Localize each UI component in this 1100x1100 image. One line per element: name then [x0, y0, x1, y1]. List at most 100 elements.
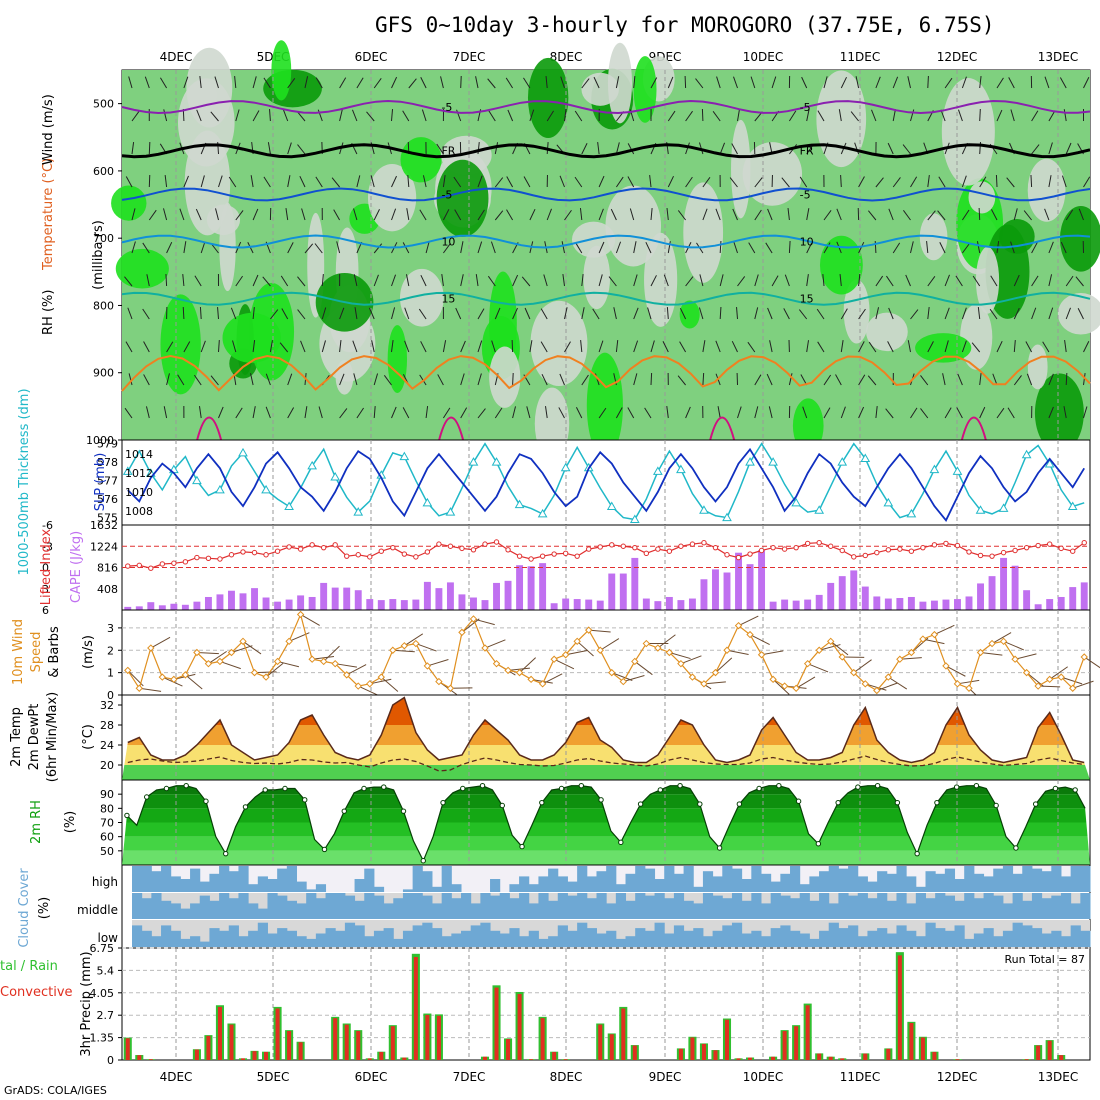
wind-barb: [615, 241, 622, 254]
thickness-point: [192, 475, 202, 485]
wind-barb: [840, 174, 842, 188]
wind-barb: [806, 340, 810, 353]
cloud-bar: [451, 933, 462, 947]
wind-barb: [650, 77, 658, 89]
upper-air-panel: -5 -5 FR FR -5 -5 10 10 15 15 500 600 700 800 900 1000 (…: [41, 40, 1100, 460]
wind-barb: [304, 406, 308, 419]
cloud-bar: [693, 928, 704, 947]
wind-barb: [702, 176, 711, 188]
lifted-point: [505, 547, 511, 553]
wind-barb: [366, 111, 375, 122]
wind-barb: [454, 209, 462, 221]
isotherm-label: 15: [800, 293, 814, 306]
lifted-point: [413, 554, 419, 560]
wind-barb: [961, 243, 970, 254]
wind-barb: [588, 629, 611, 633]
rh-point: [795, 798, 802, 804]
precip-convective-bar: [482, 1056, 488, 1060]
cloud-bar: [673, 893, 685, 919]
wind-barb: [712, 111, 721, 122]
wind-barb: [262, 276, 271, 287]
wind-barb: [788, 373, 793, 386]
wind-barb: [494, 307, 501, 320]
cape-bar: [297, 595, 305, 610]
wind-barb: [781, 177, 790, 188]
dewpoint-line: [127, 755, 1085, 772]
wind-barb: [494, 177, 504, 188]
wind-barb: [736, 306, 738, 320]
lifted-point: [643, 550, 650, 557]
cloud-bar: [596, 871, 607, 892]
wind-barb: [822, 274, 825, 287]
cloud-bar: [702, 893, 714, 919]
wind-barb: [296, 111, 306, 122]
heat-contour: [960, 416, 987, 441]
wind-barb: [564, 109, 567, 122]
wind-tick-label: 2: [107, 644, 114, 657]
cloud-bar: [625, 873, 636, 892]
cloud-layer-label: low: [98, 931, 119, 945]
cape-bar: [228, 590, 235, 610]
rh-point: [143, 794, 150, 800]
cloud-bar: [1031, 868, 1043, 892]
cloud-bar: [683, 900, 694, 919]
wind-barb: [475, 274, 479, 287]
cloud-bar: [315, 884, 327, 892]
wind-point: [1022, 668, 1031, 677]
cloud-bar: [615, 884, 627, 892]
rh-point: [756, 785, 762, 792]
cloud-bar: [519, 876, 530, 892]
wind-barb: [858, 341, 865, 353]
thickness-tick-label: 577: [97, 475, 118, 488]
rh-blob: [819, 235, 863, 295]
cape-bar: [873, 596, 881, 610]
lifted-point: [770, 544, 776, 551]
pressure-tick-label: 800: [93, 299, 114, 312]
wind-barb: [252, 110, 260, 122]
wind-barb: [885, 408, 894, 419]
lifted-point: [436, 541, 442, 547]
wind-barb: [979, 76, 982, 89]
lifted-point: [758, 547, 765, 554]
slp-tick-label: 1014: [125, 448, 153, 461]
cloud-bar: [606, 930, 617, 947]
cloud-bar: [925, 898, 936, 919]
wind-barb: [507, 667, 530, 671]
wind-barb: [853, 659, 872, 674]
rh-band: [122, 836, 1090, 851]
wind-point: [711, 668, 720, 677]
wind-barb: [634, 661, 653, 676]
wind-barb: [772, 678, 790, 695]
cloud-bar: [132, 893, 143, 919]
lifted-tick-label: 6: [42, 604, 49, 617]
cloud-bar: [702, 936, 714, 947]
precip-convective-bar: [552, 1051, 557, 1060]
cloud-bar: [470, 903, 481, 919]
thickness-point: [1067, 501, 1078, 511]
cloud-bar: [557, 925, 568, 947]
cloud-bar: [722, 866, 733, 892]
cloud-bar: [944, 930, 956, 947]
cape-bar: [193, 601, 201, 610]
wind-barb: [1006, 177, 1015, 188]
rh-point: [341, 808, 347, 814]
wind-barb: [263, 176, 271, 188]
wind-barb: [858, 308, 866, 320]
wind-barb: [944, 274, 950, 287]
wind-barb: [477, 241, 483, 254]
wind-barb: [767, 208, 773, 221]
cloud-bar: [248, 930, 259, 947]
wind-point: [458, 628, 466, 637]
cape-bar: [216, 594, 224, 610]
wind-barb: [194, 275, 202, 287]
wind-label: Wind (m/s): [41, 94, 56, 165]
wind-barb: [858, 374, 866, 386]
wind-barb: [927, 276, 936, 287]
wind-barb: [817, 110, 825, 122]
precip-convective-bar: [436, 1015, 441, 1060]
wind-point: [412, 639, 420, 648]
precip-convective-bar: [137, 1055, 142, 1060]
wind-barb: [650, 208, 653, 221]
wind-barb: [353, 274, 358, 287]
wind-barb: [871, 109, 877, 122]
